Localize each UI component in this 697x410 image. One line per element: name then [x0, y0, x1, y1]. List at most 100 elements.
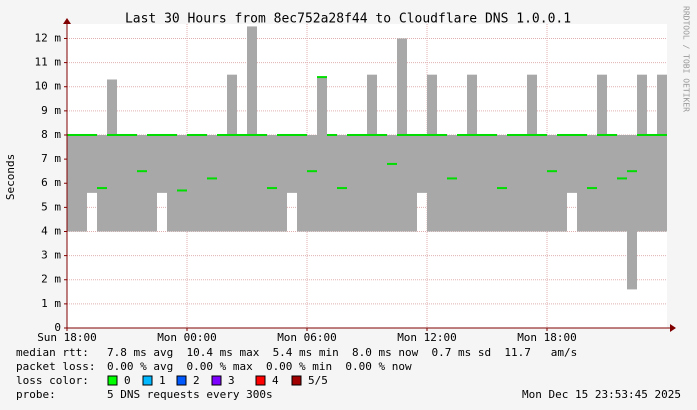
- y-tick-label: 5 m: [41, 200, 61, 213]
- smoke: [597, 74, 607, 232]
- smoke: [587, 134, 597, 232]
- smoke: [557, 134, 567, 232]
- smoke: [77, 134, 87, 232]
- smoke: [437, 134, 447, 232]
- smoke: [87, 134, 97, 193]
- loss-color-swatch: [107, 375, 118, 386]
- smoke: [547, 134, 557, 232]
- y-axis-label: Seconds: [4, 154, 17, 200]
- smoke: [307, 134, 317, 232]
- footer: 01 m2 m3 m4 m5 m6 m7 m8 m9 m10 m11 m12 m…: [16, 31, 681, 401]
- smoke: [327, 134, 337, 232]
- x-tick-label: Sun 18:00: [37, 331, 97, 344]
- x-tick-label: Mon 18:00: [517, 331, 577, 344]
- loss-color-swatch: [142, 375, 153, 386]
- smoke: [347, 134, 357, 232]
- smoke: [337, 134, 347, 232]
- smoke: [487, 134, 497, 232]
- smoke: [387, 134, 397, 232]
- loss-color-swatch: [211, 375, 222, 386]
- smoke: [477, 134, 487, 232]
- y-tick-label: 4 m: [41, 224, 61, 237]
- smoke: [197, 134, 207, 232]
- y-tick-label: 3 m: [41, 249, 61, 262]
- smoke: [237, 134, 247, 232]
- smoke: [447, 134, 457, 232]
- smoke: [287, 134, 297, 193]
- smoke: [147, 134, 157, 232]
- loss-color-swatch: [255, 375, 266, 386]
- smoke: [637, 74, 647, 232]
- y-tick-label: 0: [54, 321, 61, 334]
- y-tick-label: 2 m: [41, 273, 61, 286]
- y-tick-label: 1 m: [41, 297, 61, 310]
- smoke: [317, 77, 327, 232]
- smoke: [627, 134, 637, 290]
- smoke: [67, 134, 77, 232]
- smoke: [127, 134, 137, 232]
- smoke: [207, 134, 217, 232]
- stats-label: packet loss:: [16, 360, 95, 373]
- smoke: [367, 74, 377, 232]
- loss-color-text: 4: [272, 374, 279, 387]
- smoke: [647, 134, 657, 232]
- smoke: [417, 134, 427, 193]
- smoke: [277, 134, 287, 232]
- smoke: [117, 134, 127, 232]
- x-tick-label: Mon 06:00: [277, 331, 337, 344]
- loss-color-text: 3: [228, 374, 235, 387]
- smoke: [167, 134, 177, 232]
- plot: [64, 24, 667, 331]
- smoke: [157, 134, 167, 193]
- smoke: [217, 134, 227, 232]
- smoke: [507, 134, 517, 232]
- smoke: [407, 134, 417, 232]
- smoke: [457, 134, 467, 232]
- smoke: [267, 134, 277, 232]
- y-tick-label: 6 m: [41, 176, 61, 189]
- y-tick-label: 9 m: [41, 104, 61, 117]
- smoke: [177, 134, 187, 232]
- smoke: [227, 74, 237, 232]
- chart-title: Last 30 Hours from 8ec752a28f44 to Cloud…: [125, 12, 571, 27]
- smoke: [537, 134, 547, 232]
- y-axis-arrow: [63, 18, 71, 24]
- smoke: [187, 134, 197, 232]
- loss-color-text: 0: [124, 374, 131, 387]
- smoke: [427, 74, 437, 232]
- loss-color-label: loss color:: [16, 374, 89, 387]
- x-axis-arrow: [670, 324, 676, 332]
- x-tick-label: Mon 12:00: [397, 331, 457, 344]
- smoke: [97, 134, 107, 232]
- smoke: [517, 134, 527, 232]
- y-tick-label: 12 m: [35, 31, 62, 44]
- probe-text: 5 DNS requests every 300s: [107, 388, 273, 401]
- stats-label: median rtt:: [16, 346, 89, 359]
- smoke: [657, 74, 667, 232]
- x-tick-label: Mon 00:00: [157, 331, 217, 344]
- y-tick-label: 10 m: [35, 80, 62, 93]
- smoke: [527, 74, 537, 232]
- probe-label: probe:: [16, 388, 56, 401]
- loss-color-text: 2: [193, 374, 200, 387]
- stats-text: 0.00 % avg 0.00 % max 0.00 % min 0.00 % …: [107, 360, 412, 373]
- smoke: [607, 134, 617, 232]
- loss-color-swatch: [176, 375, 187, 386]
- smoke: [297, 134, 307, 232]
- loss-color-text: 1: [159, 374, 166, 387]
- timestamp: Mon Dec 15 23:53:45 2025: [522, 388, 681, 401]
- smoke: [497, 134, 507, 232]
- smoke: [567, 134, 577, 193]
- smoke: [107, 79, 117, 232]
- axes: [63, 18, 676, 332]
- loss-color-text: 5/5: [308, 374, 328, 387]
- side-label: RRDTOOL / TOBI OETIKER: [682, 6, 691, 112]
- y-tick-label: 11 m: [35, 56, 62, 69]
- smoke: [357, 134, 367, 232]
- smoke: [257, 134, 267, 232]
- stats-text: 7.8 ms avg 10.4 ms max 5.4 ms min 8.0 ms…: [107, 346, 577, 359]
- smoke: [247, 26, 257, 232]
- smoke: [137, 134, 147, 232]
